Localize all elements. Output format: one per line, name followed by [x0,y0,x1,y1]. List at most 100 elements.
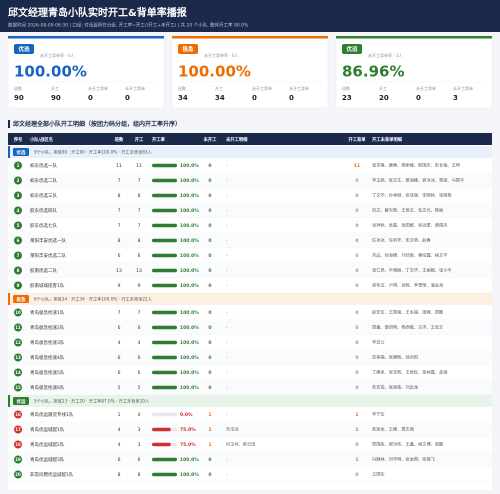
unstarted-names: - [226,340,228,345]
card-rate: 86.96% [342,63,404,81]
shifts: 8 [118,472,121,478]
rate-label: 100.0% [180,457,199,463]
rate-bar [152,442,171,447]
started: 5 [138,385,141,391]
unstarted: 0 [208,355,211,361]
team-name: 胶东优选四队 [30,207,57,214]
shifts: 6 [118,370,121,376]
rate-label: 75.0% [180,427,196,433]
unstarted: 0 [208,208,211,214]
table-row [8,158,492,173]
group-tag: 优选 [17,149,26,156]
table-row [8,188,492,203]
unstarted-names: - [226,208,228,213]
team-name: 胶东优选七队 [30,222,57,229]
started: 7 [138,208,141,214]
group-accent [8,395,10,407]
rate-bar [152,472,177,477]
unstarted: 0 [208,163,211,169]
row-number: 6 [17,238,20,243]
rate-bar [152,193,177,198]
row-number: 2 [17,178,20,183]
shifts: 5 [118,385,121,391]
row-number-badge [14,338,22,347]
row-number: 16 [15,412,21,417]
backed: 0 [355,223,358,229]
rate-label: 100.0% [180,370,199,376]
column-header: 开工未背单明细 [372,136,403,143]
backed: 0 [355,193,358,199]
card-stat-label: 开工 [379,86,387,91]
card-stat-value: 0 [88,94,93,102]
team-name: 胶南城域提客1队 [30,282,65,289]
shifts: 6 [118,325,121,331]
table-row [8,218,492,233]
card-note: 未开工背单率 · 3人 [368,52,402,58]
backed: 1 [355,412,358,418]
team-name: 胶南优选二队 [30,267,57,274]
row-number: 9 [17,283,20,288]
rate-bar [152,427,171,432]
page-subtitle: 数据时间 2026-08-09 06:30 | 口径: 对话组所在分组, 开工率… [8,22,249,29]
card-tag-bg [14,44,34,54]
backed: 0 [355,178,358,184]
row-number: 14 [15,370,21,375]
shifts: 6 [118,253,121,259]
started: 6 [138,355,141,361]
unstarted-names: - [226,178,228,183]
detail: 张祥秋、张磊、张国维、徐治蒙、黄国杰 [372,222,447,229]
backed: 0 [355,385,358,391]
row-number: 3 [17,193,20,198]
card-stat-label: 未开工背单 [416,85,436,91]
card-tag: 优选 [18,45,30,53]
unstarted: 1 [208,442,211,448]
unstarted: 0 [208,223,211,229]
group-tag-bg [13,397,29,405]
card-stat-value: 0 [416,94,421,102]
rate-bar [152,253,177,258]
backed: 0 [355,355,358,361]
backed: 0 [355,253,358,259]
rate-label: 100.0% [180,310,199,316]
row-number: 8 [17,268,20,273]
unstarted: 0 [208,310,211,316]
rate-bar [152,355,177,360]
group-summary: 5个小队，排班23 · 开工20 · 开工率87.0% · 开工未背单10人 [34,398,150,405]
table-row [8,173,492,188]
row-number-badge [14,470,22,479]
rate-label: 100.0% [180,178,199,184]
started: 7 [138,223,141,229]
shifts: 8 [118,193,121,199]
unstarted: 0 [208,253,211,259]
row-number-badge [14,161,22,170]
rate-bar [152,370,177,375]
unstarted-names: 朱宝冠 [226,426,239,433]
section-title: 邱文经理全部小队开工明细（按团力码分组，组内开工率升序） [13,120,181,128]
rate-bar [152,208,177,213]
card-stat-label: 未开工背单 [88,85,108,91]
unstarted: 1 [208,427,211,433]
started: 13 [136,268,142,274]
unstarted-names: - [226,457,228,462]
card-accent [8,36,164,39]
card-stat-value: 34 [215,94,225,102]
team-name: 青岛优运城配1队 [30,426,65,433]
rate-bar [152,238,177,243]
shifts: 4 [118,340,121,346]
detail: 张仁尧、牟晓丽、丁志华、王丽娟、张小平 [372,267,452,274]
team-name: 非常问聘优运城配1队 [30,471,74,478]
unstarted: 1 [208,412,211,418]
row-number-badge [14,251,22,260]
group-tag-bg [13,148,29,156]
card-note: 未开工背单率 · 0人 [204,52,238,58]
shifts: 7 [118,178,121,184]
rate-label: 100.0% [180,253,199,259]
column-header: 小队/战区名 [29,136,53,143]
card-stat-label: 未开工背单 [453,85,473,91]
table-row [8,335,492,350]
unstarted-names: - [226,223,228,228]
row-number: 20 [15,472,21,477]
table-row [8,437,492,452]
shifts: 11 [116,163,122,169]
team-name: 青岛优运跟货专线1队 [30,411,74,418]
